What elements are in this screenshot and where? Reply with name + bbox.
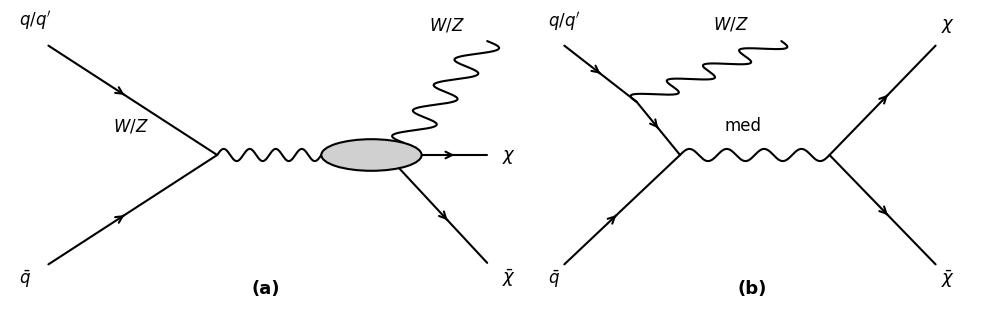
Text: (b): (b)	[738, 280, 768, 298]
Text: $\chi$: $\chi$	[942, 17, 955, 35]
Text: $\bar{\chi}$: $\bar{\chi}$	[942, 268, 955, 290]
Text: (a): (a)	[251, 280, 279, 298]
Text: $W/Z$: $W/Z$	[713, 16, 749, 33]
Text: $q/q'$: $q/q'$	[20, 9, 52, 32]
Text: $q/q'$: $q/q'$	[548, 11, 581, 33]
Text: $\bar{\chi}$: $\bar{\chi}$	[502, 267, 516, 289]
Text: $\chi$: $\chi$	[502, 148, 516, 166]
Circle shape	[322, 139, 421, 171]
Text: $W/Z$: $W/Z$	[429, 17, 465, 35]
Text: $W/Z$: $W/Z$	[112, 117, 149, 135]
Text: med: med	[724, 117, 762, 135]
Text: $\bar{q}$: $\bar{q}$	[548, 269, 560, 290]
Text: $\bar{q}$: $\bar{q}$	[20, 269, 31, 290]
